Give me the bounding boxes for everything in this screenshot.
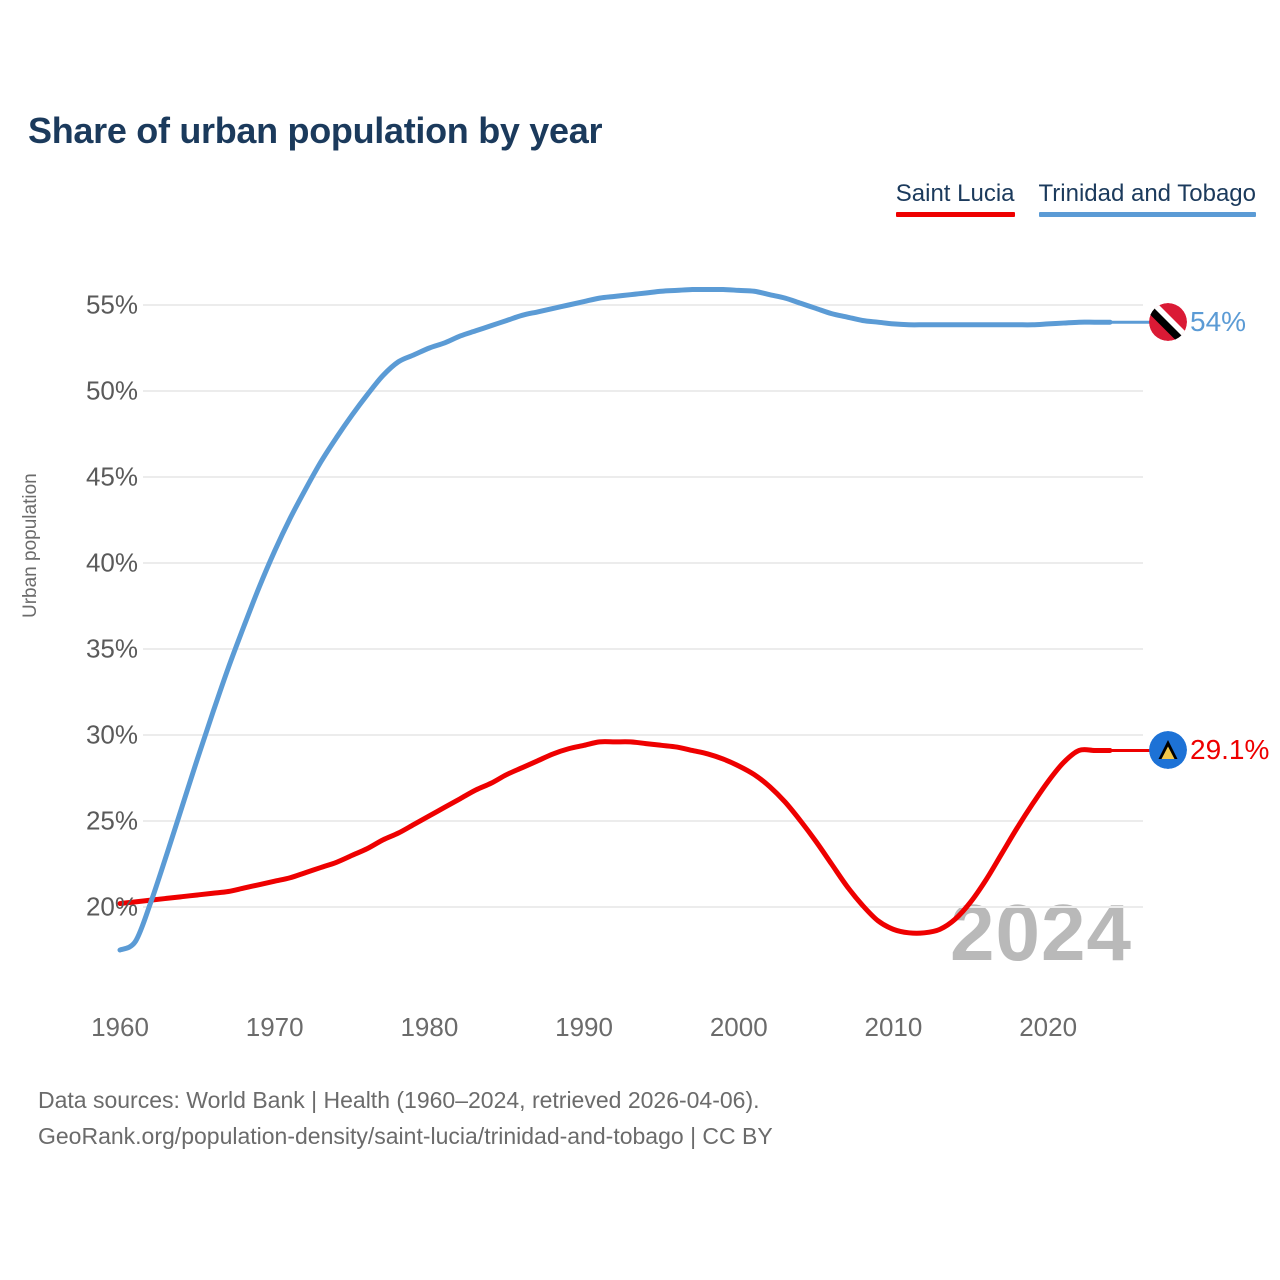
x-tick-label: 1960 [91, 1012, 149, 1042]
y-tick-label: 50% [85, 375, 138, 406]
flag-trinidad-and-tobago-icon [1149, 303, 1187, 342]
legend-label-saint-lucia: Saint Lucia [895, 180, 1015, 207]
y-tick-label: 20% [85, 891, 138, 922]
x-tick-label: 2000 [709, 1012, 768, 1042]
series-lines [117, 286, 1150, 953]
y-tick-label: 55% [85, 289, 138, 320]
x-tick-label: 1970 [245, 1012, 304, 1042]
y-tick-label: 45% [85, 461, 138, 492]
y-tick-label: 25% [85, 805, 138, 836]
line-trinidad-and-tobago [117, 286, 1113, 953]
page-title: Share of urban population by year [28, 110, 603, 151]
year-watermark: 2024 [950, 888, 1132, 977]
footer-line-1: Data sources: World Bank | Health (1960–… [38, 1087, 760, 1113]
x-tick-label: 1980 [400, 1012, 459, 1042]
x-tick-label: 1990 [555, 1012, 613, 1042]
legend-label-trinidad-and-tobago: Trinidad and Tobago [1038, 180, 1257, 207]
end-label-saint-lucia: 29.1% [1190, 734, 1270, 766]
flag-saint-lucia-icon [1149, 731, 1187, 770]
gridlines [143, 304, 1143, 908]
x-tick-label: 2010 [864, 1012, 923, 1042]
y-tick-label: 35% [85, 633, 138, 664]
legend-swatch-trinidad-and-tobago [1038, 212, 1256, 218]
y-tick-label: 40% [85, 547, 138, 578]
x-tick-label: 2020 [1019, 1012, 1078, 1042]
footer-line-2: GeoRank.org/population-density/saint-luc… [38, 1122, 773, 1149]
end-label-trinidad-and-tobago: 54% [1190, 306, 1247, 338]
chart-legend: Saint Lucia Trinidad and Tobago [895, 180, 1257, 218]
legend-item-saint-lucia[interactable]: Saint Lucia [895, 180, 1015, 218]
y-axis-title: Urban population [20, 473, 41, 618]
legend-swatch-saint-lucia [895, 212, 1015, 218]
legend-item-trinidad-and-tobago[interactable]: Trinidad and Tobago [1038, 180, 1257, 218]
footer-credits: Data sources: World Bank | Health (1960–… [38, 1083, 773, 1154]
y-tick-label: 30% [85, 719, 138, 750]
